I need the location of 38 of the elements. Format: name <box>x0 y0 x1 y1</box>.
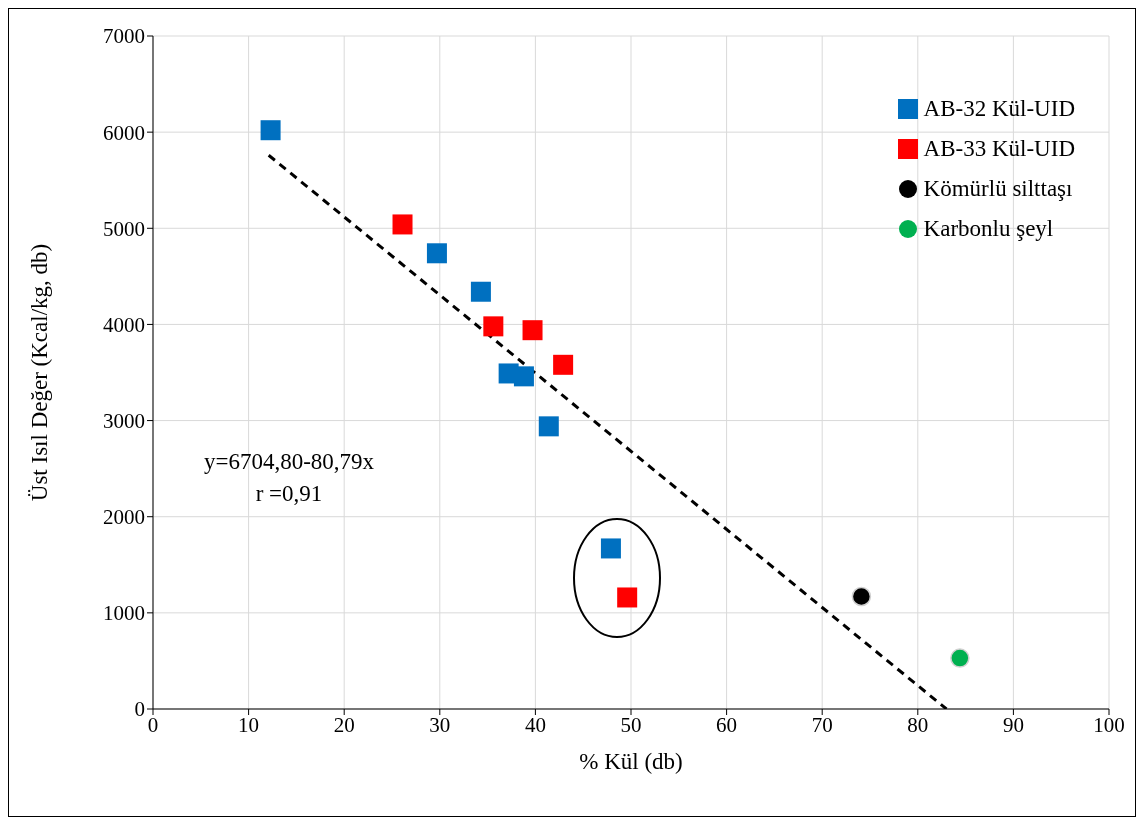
point <box>617 587 638 608</box>
y-tick-label: 2000 <box>103 505 145 530</box>
point <box>470 281 491 302</box>
x-tick-label: 20 <box>333 712 355 737</box>
point <box>522 320 543 341</box>
x-tick-label: 70 <box>811 712 833 737</box>
legend-label: AB-32 Kül-UID <box>923 95 1075 123</box>
x-tick-label: 10 <box>238 712 260 737</box>
x-tick-label: 50 <box>620 712 642 737</box>
legend-label: Karbonlu şeyl <box>923 215 1054 243</box>
x-tick-label: 80 <box>907 712 929 737</box>
point <box>483 316 504 337</box>
point <box>950 648 970 668</box>
y-tick-label: 3000 <box>103 409 145 434</box>
y-axis-title: Üst Isıl Değer (Kcal/kg, db) <box>27 243 53 502</box>
annotation: r =0,91 <box>255 481 323 507</box>
point <box>513 366 534 387</box>
y-tick-label: 1000 <box>103 601 145 626</box>
point <box>538 416 559 437</box>
point <box>392 214 413 235</box>
point <box>553 354 574 375</box>
point <box>260 120 281 141</box>
point <box>851 586 872 607</box>
y-tick-label: 5000 <box>103 216 145 241</box>
legend-label: AB-33 Kül-UID <box>923 135 1075 163</box>
y-tick-label: 6000 <box>103 120 145 145</box>
y-tick-label: 4000 <box>103 312 145 337</box>
annotation: y=6704,80-80,79x <box>203 449 375 475</box>
x-tick-label: 40 <box>524 712 546 737</box>
point <box>426 243 447 264</box>
x-tick-label: 30 <box>429 712 451 737</box>
x-tick-label: 60 <box>716 712 738 737</box>
legend-label: Kömürlü silttaşı <box>923 175 1073 203</box>
x-tick-label: 100 <box>1093 712 1125 737</box>
y-tick-label: 7000 <box>103 24 145 49</box>
x-tick-label: 90 <box>1002 712 1024 737</box>
point <box>600 538 621 559</box>
x-axis-title: % Kül (db) <box>579 749 683 774</box>
